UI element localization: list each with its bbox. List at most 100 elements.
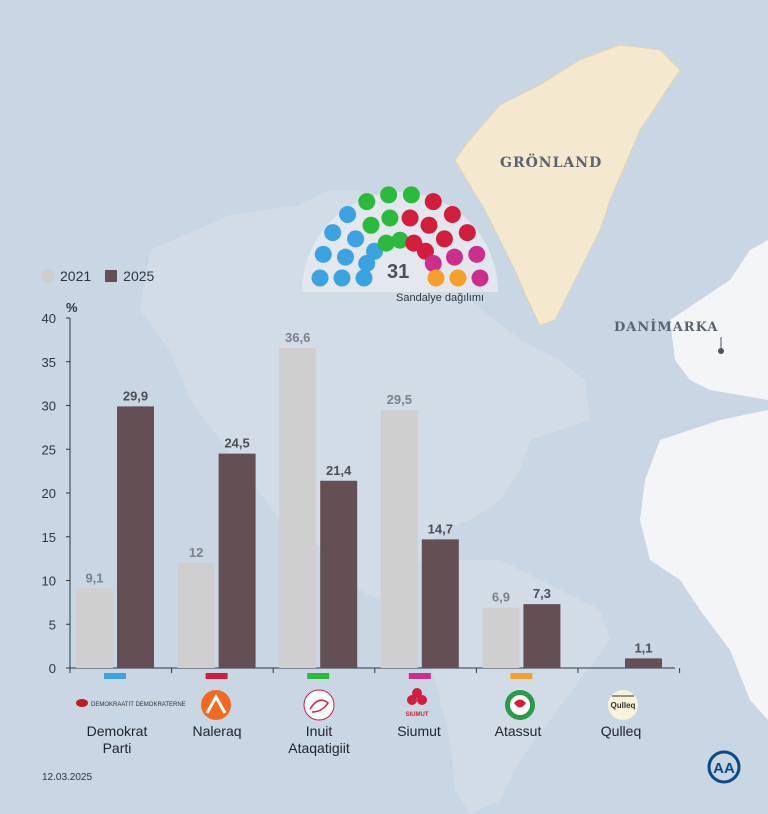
inuit-ataqatigiit-logo	[303, 689, 335, 721]
legend-item-2025: 2025	[105, 268, 154, 284]
bar-2021-1	[177, 563, 215, 668]
bar-label-2025-3: 14,7	[428, 521, 453, 536]
seat-dot	[358, 193, 376, 211]
party-color-chip-1	[205, 673, 228, 679]
legend-item-2021: 2021	[42, 268, 91, 284]
bar-2021-2	[279, 347, 317, 668]
seat-dot	[427, 269, 445, 287]
y-tick-label: 40	[42, 311, 56, 326]
naleraq-logo	[201, 690, 231, 720]
europe-landmass	[670, 240, 768, 400]
bar-2021-4	[482, 607, 520, 668]
bar-label-2025-2: 21,4	[326, 463, 352, 478]
seat-dot	[347, 230, 365, 248]
seat-dot	[443, 206, 461, 224]
bar-2025-2	[320, 480, 358, 668]
bar-label-2025-4: 7,3	[533, 586, 551, 601]
y-tick-label: 5	[49, 617, 56, 632]
seat-dot	[449, 269, 467, 287]
legend-label-2021: 2021	[60, 268, 92, 284]
seat-dot	[468, 245, 486, 263]
bar-2025-5	[625, 658, 662, 668]
seat-dot	[333, 269, 351, 287]
seat-dot	[402, 186, 420, 204]
seat-dot	[435, 230, 453, 248]
y-tick-label: 30	[42, 399, 56, 414]
demokraatit-logo: DEMOKRAATIT DEMOKRATERNE	[76, 699, 186, 708]
seat-dot	[362, 216, 380, 234]
party-logos: DEMOKRAATIT DEMOKRATERNE SIUMUT Qulleq	[76, 688, 638, 721]
y-axis-unit-label: %	[66, 300, 78, 315]
map-label-greenland: GRÖNLAND	[500, 155, 603, 171]
party-label-demokrat-parti: Demokrat Parti	[86, 723, 148, 756]
seat-caption: Sandalye dağılımı	[396, 292, 485, 304]
seat-dot	[311, 269, 329, 287]
seat-hemicycle	[302, 186, 498, 292]
bar-label-2021-2: 36,6	[285, 330, 310, 345]
bar-label-2025-0: 29,9	[123, 388, 148, 403]
legend-label-2025: 2025	[123, 268, 155, 284]
party-label-inuit-ataqatigiit: Inuit Ataqatigiit	[288, 723, 350, 756]
party-label-qulleq: Qulleq	[600, 723, 642, 739]
publish-date: 12.03.2025	[42, 772, 93, 783]
bar-2025-1	[218, 453, 256, 668]
bar-label-2021-4: 6,9	[492, 590, 510, 605]
party-color-chip-2	[307, 673, 330, 679]
map-label-denmark: DANİMARKA	[614, 320, 719, 335]
y-tick-labels: 0 5 10 15 20 25 30 35 40	[42, 311, 70, 676]
seat-dots	[311, 186, 489, 287]
bar-2021-0	[76, 588, 113, 668]
party-label-naleraq: Naleraq	[192, 723, 242, 739]
chart-legend: 2021 2025	[42, 268, 154, 284]
qulleq-logo-text: Qulleq	[611, 701, 636, 710]
seat-dot	[424, 193, 442, 211]
y-tick-label: 25	[42, 442, 56, 457]
seat-dot	[420, 216, 438, 234]
greenland-landmass	[454, 44, 681, 326]
agency-logo-text: AA	[713, 760, 735, 777]
anadolu-agency-logo: AA	[707, 750, 741, 784]
seat-dot	[416, 242, 434, 260]
siumut-logo-text: SIUMUT	[406, 712, 429, 718]
legend-swatch-2021	[42, 270, 54, 282]
siumut-logo: SIUMUT	[406, 688, 429, 718]
atassut-logo	[505, 690, 535, 720]
seat-dot	[380, 186, 398, 204]
seat-dot	[314, 245, 332, 263]
bar-2025-4	[523, 604, 561, 668]
party-label-atassut: Atassut	[494, 723, 542, 739]
y-tick-label: 10	[42, 574, 56, 589]
seat-dot	[336, 248, 354, 266]
seat-dot	[471, 269, 489, 287]
y-tick-label: 20	[42, 486, 56, 501]
seat-dot	[391, 231, 409, 249]
africa-landmass	[640, 410, 768, 720]
denmark-marker	[718, 348, 724, 354]
legend-swatch-2025	[105, 270, 118, 282]
party-color-chips	[104, 673, 533, 679]
party-color-chip-3	[408, 673, 431, 679]
seat-dot	[324, 224, 342, 242]
bar-chart: % 0 5 10 15 20 25 30 35 40 9,1 29,9 12 24,5 36,6 21,4…	[42, 300, 681, 679]
seat-dot	[381, 209, 399, 227]
y-tick-label: 15	[42, 530, 56, 545]
bar-label-2021-0: 9,1	[85, 570, 103, 585]
south-america-landmass	[430, 560, 610, 814]
x-tick-marks	[69, 668, 681, 673]
bar-series	[76, 347, 662, 668]
bar-data-labels: 9,1 29,9 12 24,5 36,6 21,4 29,5 14,7 6,9 7,3 1,1	[85, 330, 652, 656]
party-label-siumut: Siumut	[397, 723, 441, 739]
bar-2025-0	[117, 406, 154, 668]
qulleq-logo: Qulleq	[608, 690, 638, 720]
bar-label-2021-3: 29,5	[387, 392, 412, 407]
party-color-chip-4	[510, 673, 533, 679]
bar-2025-3	[421, 539, 459, 668]
seat-dot	[358, 255, 376, 273]
seat-dot	[339, 206, 357, 224]
seat-total: 31	[387, 261, 410, 283]
bar-label-2025-1: 24,5	[224, 436, 249, 451]
seat-dot	[458, 224, 476, 242]
seat-dot	[424, 255, 442, 273]
y-tick-label: 35	[42, 355, 56, 370]
